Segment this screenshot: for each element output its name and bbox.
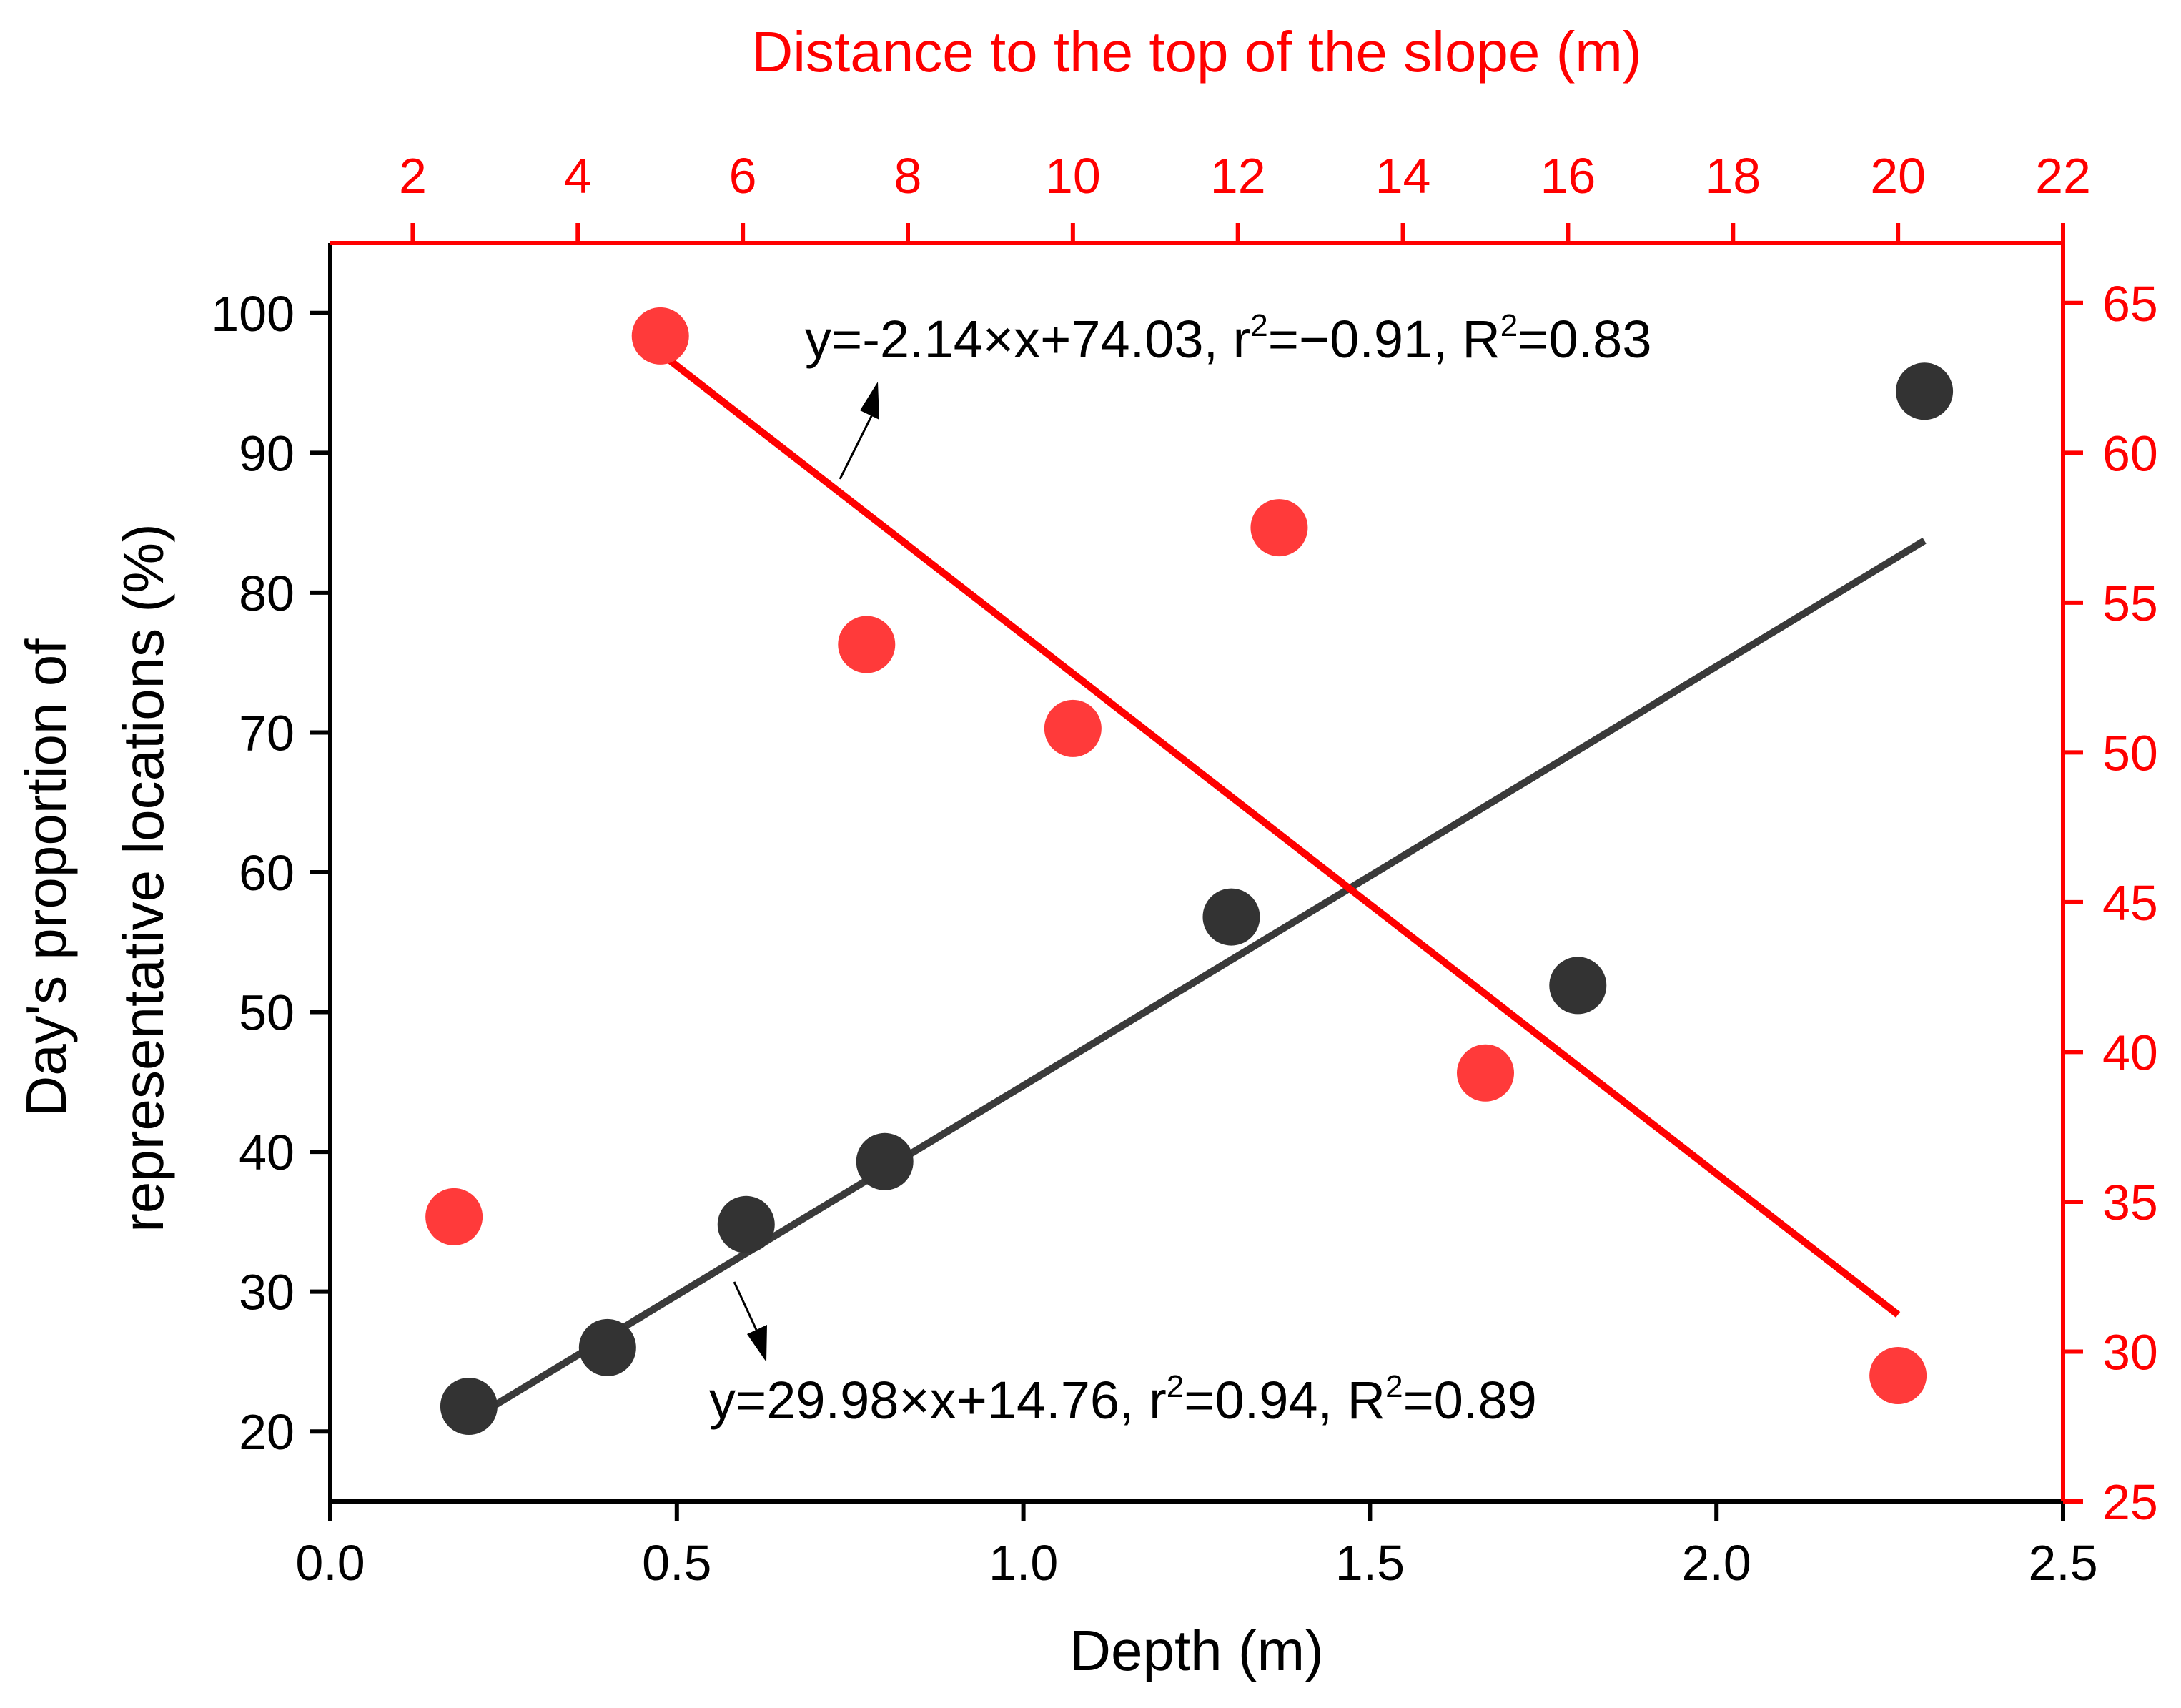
black-fit-line <box>467 537 1927 1424</box>
x2-tick-label: 4 <box>564 148 592 204</box>
x2-tick-label: 14 <box>1375 148 1431 204</box>
black-equation-arrow <box>733 1281 767 1362</box>
x2-tick-label: 8 <box>894 148 922 204</box>
red-fit-line <box>658 350 1901 1318</box>
y2-tick-label: 35 <box>2102 1175 2158 1230</box>
black-data-point <box>1896 362 1954 420</box>
x-tick-label: 0.5 <box>642 1535 711 1591</box>
black-data-point <box>717 1195 775 1253</box>
y-tick-label: 50 <box>239 985 295 1041</box>
y-tick-label: 20 <box>239 1404 295 1460</box>
black-data-point <box>578 1318 636 1376</box>
y-tick-label: 100 <box>211 286 295 342</box>
y2-tick-label: 60 <box>2102 425 2158 481</box>
x2-tick-label: 22 <box>2035 148 2091 204</box>
red-data-point <box>1457 1044 1514 1102</box>
y-tick-label: 90 <box>239 425 295 481</box>
x2-tick-label: 2 <box>399 148 427 204</box>
x-tick-label: 0.0 <box>295 1535 365 1591</box>
y-tick-label: 60 <box>239 845 295 901</box>
x2-tick-label: 10 <box>1045 148 1101 204</box>
x-tick-label: 1.0 <box>989 1535 1058 1591</box>
points-layer <box>425 307 1954 1436</box>
red-fit-equation: y=-2.14×x+74.03, r2=−0.91, R2=0.83 <box>805 308 1652 369</box>
y2-tick-label: 50 <box>2102 725 2158 781</box>
fit-lines-layer <box>467 350 1927 1424</box>
red-data-point <box>838 616 896 673</box>
black-data-point <box>856 1132 914 1190</box>
y2-tick-label: 30 <box>2102 1324 2158 1380</box>
red-data-point <box>1044 699 1102 757</box>
red-data-point <box>1869 1347 1927 1404</box>
x-tick-label: 1.5 <box>1335 1535 1405 1591</box>
left-axis-title-line1: Day's proportion of <box>14 638 78 1117</box>
red-equation-arrow <box>839 382 879 480</box>
ticks-layer: 0.0 0.5 1.0 1.5 2.0 2.5 20 30 40 50 60 70 80 90 100 2 4 6… <box>211 148 2158 1591</box>
y2-tick-label: 65 <box>2102 276 2158 332</box>
red-data-point <box>631 307 689 365</box>
black-data-point <box>1202 888 1260 946</box>
y2-tick-label: 25 <box>2102 1474 2158 1530</box>
y-tick-label: 40 <box>239 1125 295 1180</box>
top-axis-title: Distance to the top of the slope (m) <box>751 20 1641 84</box>
y-tick-label: 80 <box>239 566 295 621</box>
y2-tick-label: 40 <box>2102 1025 2158 1080</box>
x2-tick-label: 18 <box>1705 148 1761 204</box>
black-data-point <box>440 1378 498 1436</box>
x2-tick-label: 12 <box>1210 148 1266 204</box>
black-fit-equation: y=29.98×x+14.76, r2=0.94, R2=0.89 <box>709 1369 1537 1430</box>
y-tick-label: 70 <box>239 705 295 761</box>
x-tick-label: 2.0 <box>1682 1535 1751 1591</box>
x2-tick-label: 16 <box>1540 148 1596 204</box>
black-data-point <box>1549 957 1607 1015</box>
x2-tick-label: 6 <box>729 148 757 204</box>
red-data-point <box>425 1188 483 1245</box>
bottom-axis-title: Depth (m) <box>1069 1619 1324 1682</box>
x-tick-label: 2.5 <box>2028 1535 2097 1591</box>
red-data-point <box>1250 499 1308 557</box>
left-axis-title-line2: representative locations (%) <box>112 523 175 1233</box>
y-tick-label: 30 <box>239 1265 295 1321</box>
x2-tick-label: 20 <box>1870 148 1926 204</box>
y2-tick-label: 45 <box>2102 875 2158 931</box>
y2-tick-label: 55 <box>2102 576 2158 631</box>
